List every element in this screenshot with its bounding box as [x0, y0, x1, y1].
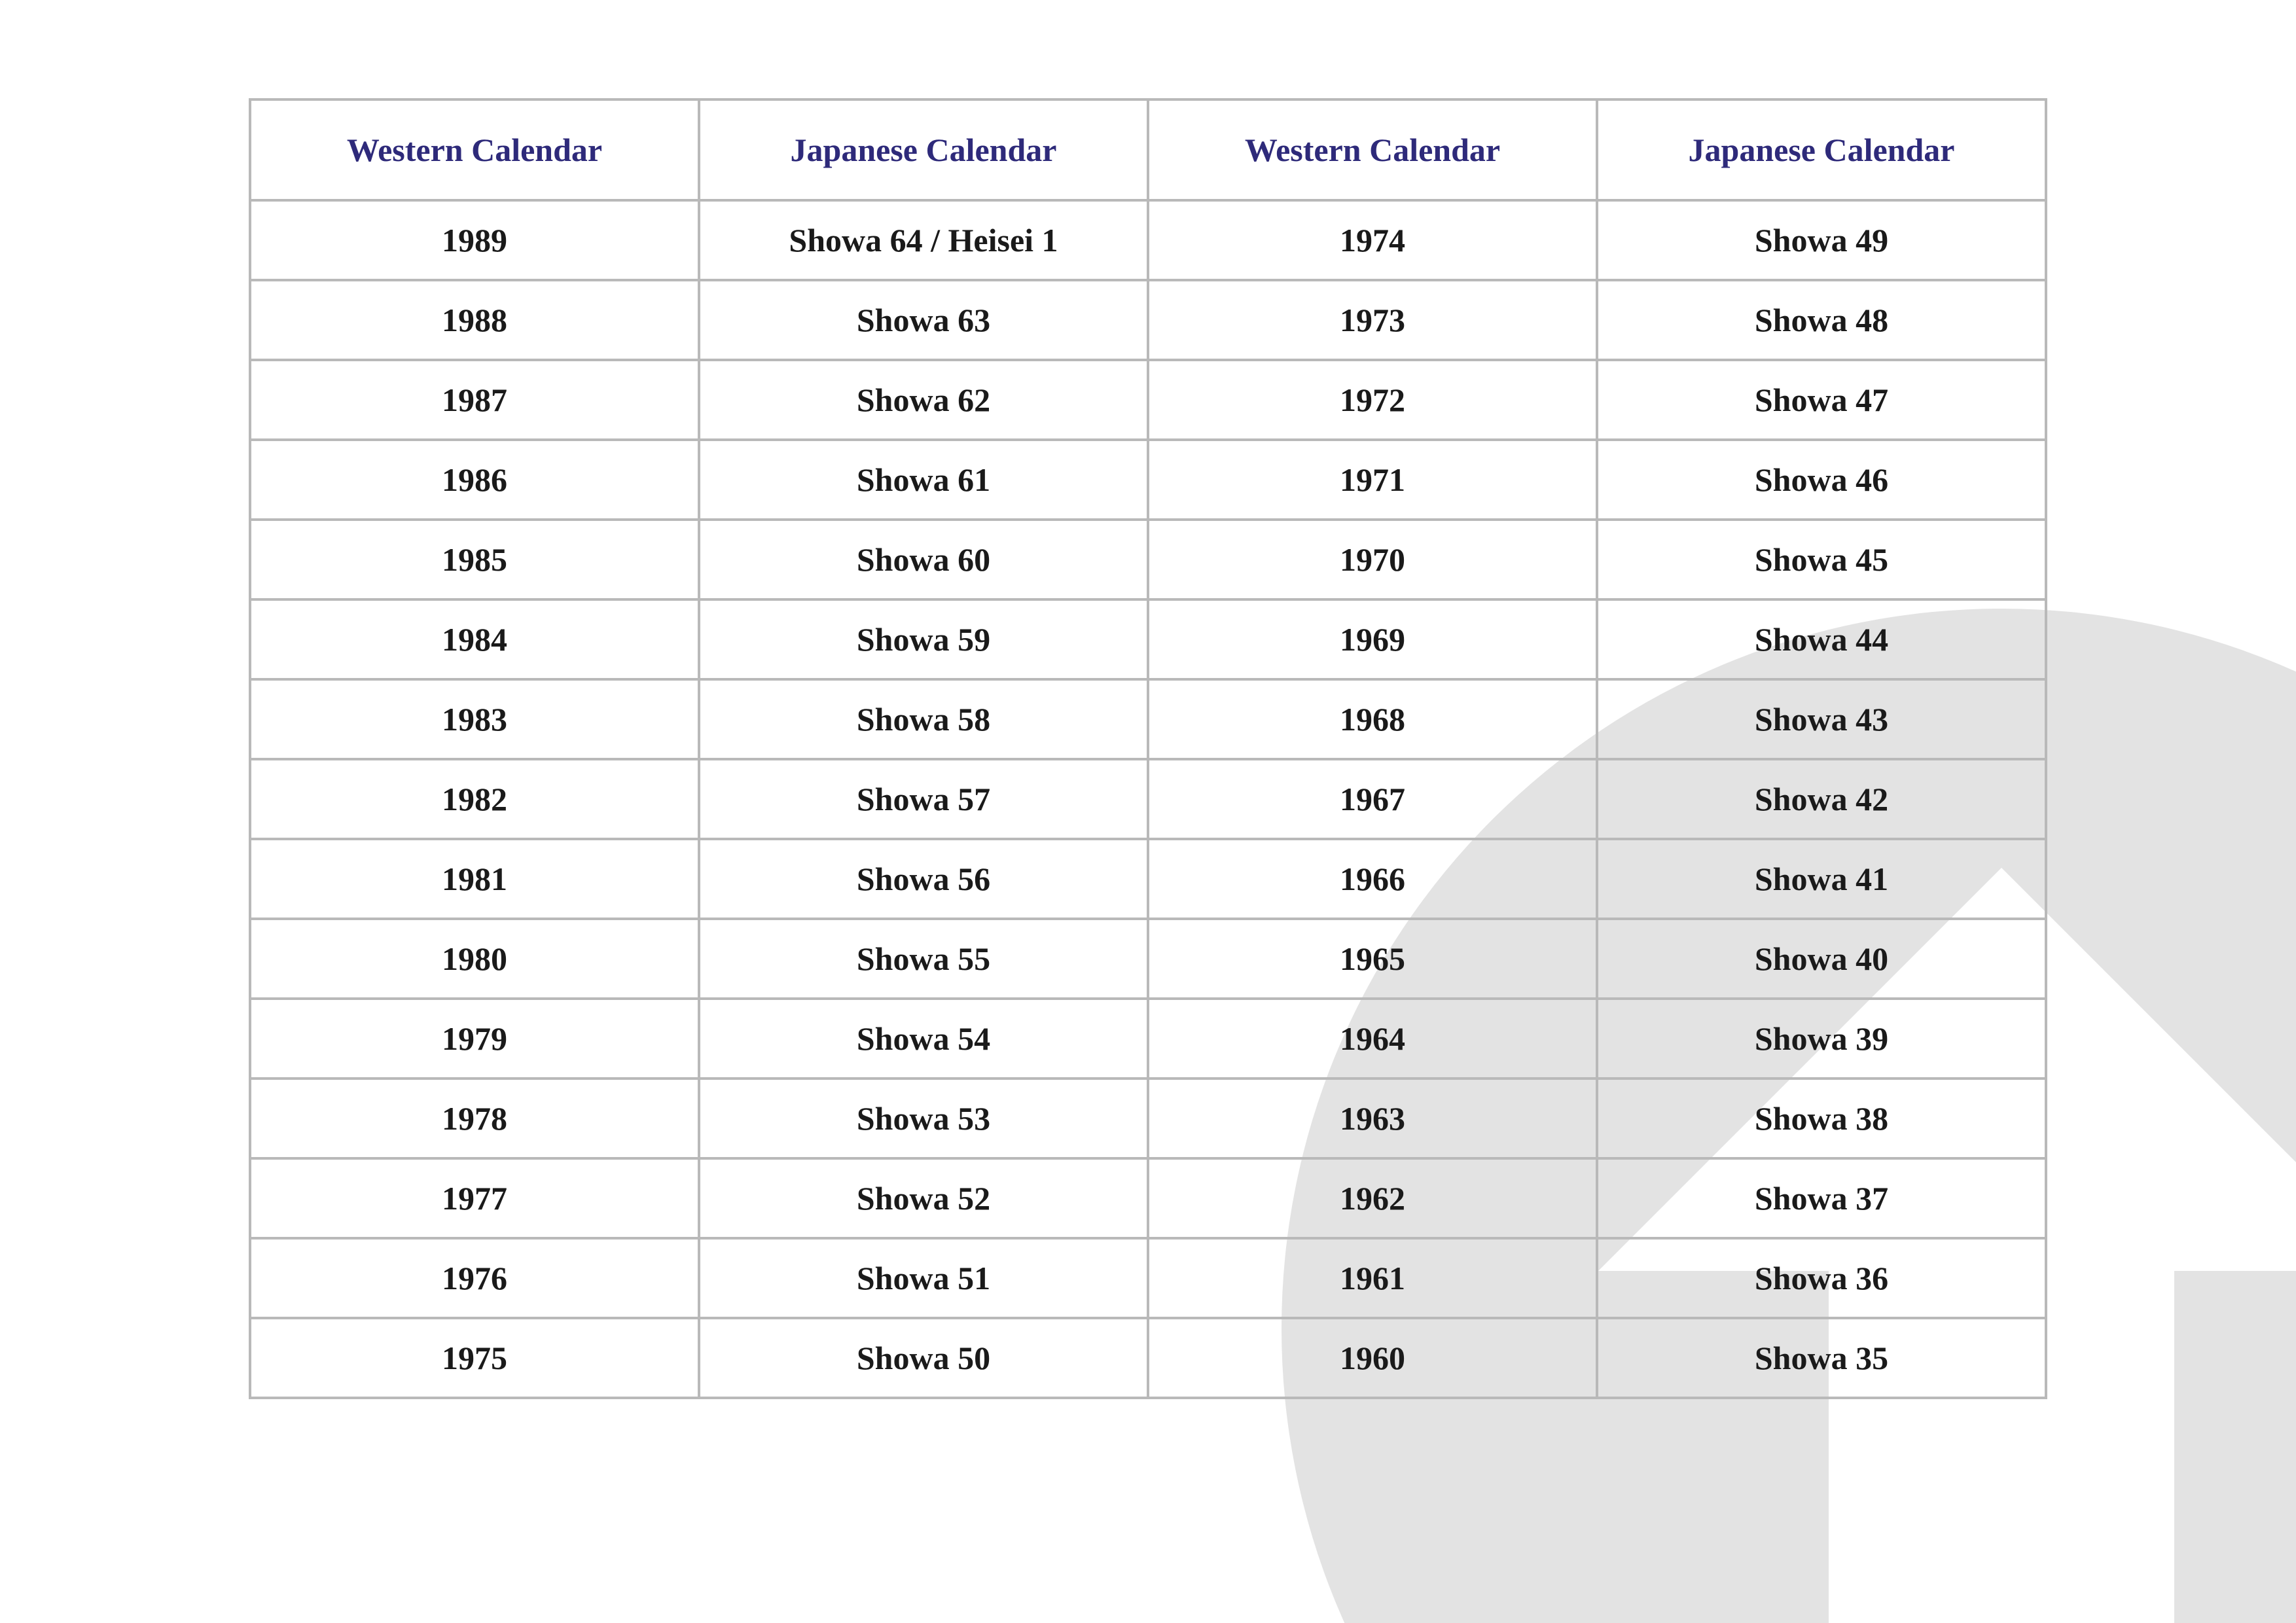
col-header-japanese-2: Japanese Calendar	[1597, 99, 2046, 200]
table-cell: 1986	[250, 440, 699, 520]
table-row: 1986Showa 611971Showa 46	[250, 440, 2046, 520]
col-header-japanese-1: Japanese Calendar	[699, 99, 1148, 200]
table-cell: Showa 40	[1597, 919, 2046, 999]
table-cell: 1965	[1148, 919, 1597, 999]
table-cell: 1987	[250, 360, 699, 440]
table-row: 1978Showa 531963Showa 38	[250, 1079, 2046, 1158]
table-cell: 1978	[250, 1079, 699, 1158]
table-cell: 1973	[1148, 280, 1597, 360]
col-header-western-1: Western Calendar	[250, 99, 699, 200]
table: Western Calendar Japanese Calendar Weste…	[249, 98, 2047, 1399]
table-cell: 1983	[250, 679, 699, 759]
table-cell: Showa 49	[1597, 200, 2046, 280]
table-cell: 1969	[1148, 599, 1597, 679]
table-row: 1984Showa 591969Showa 44	[250, 599, 2046, 679]
table-cell: Showa 44	[1597, 599, 2046, 679]
table-cell: 1976	[250, 1238, 699, 1318]
table-cell: Showa 38	[1597, 1079, 2046, 1158]
table-cell: 1970	[1148, 520, 1597, 599]
table-row: 1975Showa 501960Showa 35	[250, 1318, 2046, 1398]
table-cell: Showa 50	[699, 1318, 1148, 1398]
table-cell: Showa 53	[699, 1079, 1148, 1158]
table-cell: 1962	[1148, 1158, 1597, 1238]
table-cell: 1979	[250, 999, 699, 1079]
table-row: 1981Showa 561966Showa 41	[250, 839, 2046, 919]
table-header-row: Western Calendar Japanese Calendar Weste…	[250, 99, 2046, 200]
calendar-conversion-table: Western Calendar Japanese Calendar Weste…	[249, 98, 2047, 1399]
table-cell: 1968	[1148, 679, 1597, 759]
table-cell: Showa 63	[699, 280, 1148, 360]
table-cell: Showa 61	[699, 440, 1148, 520]
table-cell: Showa 62	[699, 360, 1148, 440]
table-cell: Showa 60	[699, 520, 1148, 599]
table-row: 1985Showa 601970Showa 45	[250, 520, 2046, 599]
table-cell: 1982	[250, 759, 699, 839]
table-row: 1979Showa 541964Showa 39	[250, 999, 2046, 1079]
table-cell: Showa 42	[1597, 759, 2046, 839]
table-cell: 1972	[1148, 360, 1597, 440]
table-row: 1982Showa 571967Showa 42	[250, 759, 2046, 839]
table-cell: 1988	[250, 280, 699, 360]
table-cell: Showa 52	[699, 1158, 1148, 1238]
table-cell: Showa 46	[1597, 440, 2046, 520]
table-cell: 1963	[1148, 1079, 1597, 1158]
table-cell: 1960	[1148, 1318, 1597, 1398]
table-cell: 1975	[250, 1318, 699, 1398]
table-cell: Showa 41	[1597, 839, 2046, 919]
table-cell: Showa 48	[1597, 280, 2046, 360]
table-row: 1988Showa 631973Showa 48	[250, 280, 2046, 360]
table-cell: Showa 47	[1597, 360, 2046, 440]
table-row: 1977Showa 521962Showa 37	[250, 1158, 2046, 1238]
table-cell: 1966	[1148, 839, 1597, 919]
table-cell: 1974	[1148, 200, 1597, 280]
table-cell: Showa 64 / Heisei 1	[699, 200, 1148, 280]
table-cell: 1989	[250, 200, 699, 280]
table-cell: 1977	[250, 1158, 699, 1238]
table-cell: Showa 36	[1597, 1238, 2046, 1318]
table-cell: Showa 56	[699, 839, 1148, 919]
table-row: 1976Showa 511961Showa 36	[250, 1238, 2046, 1318]
table-cell: 1964	[1148, 999, 1597, 1079]
table-cell: Showa 59	[699, 599, 1148, 679]
table-row: 1980Showa 551965Showa 40	[250, 919, 2046, 999]
table-row: 1987Showa 621972Showa 47	[250, 360, 2046, 440]
table-cell: 1961	[1148, 1238, 1597, 1318]
table-cell: 1980	[250, 919, 699, 999]
table-row: 1989Showa 64 / Heisei 11974Showa 49	[250, 200, 2046, 280]
table-cell: 1967	[1148, 759, 1597, 839]
table-cell: Showa 37	[1597, 1158, 2046, 1238]
table-cell: 1971	[1148, 440, 1597, 520]
table-cell: Showa 35	[1597, 1318, 2046, 1398]
col-header-western-2: Western Calendar	[1148, 99, 1597, 200]
table-cell: Showa 43	[1597, 679, 2046, 759]
table-cell: 1984	[250, 599, 699, 679]
table-cell: Showa 55	[699, 919, 1148, 999]
table-cell: Showa 58	[699, 679, 1148, 759]
table-cell: Showa 57	[699, 759, 1148, 839]
table-cell: Showa 39	[1597, 999, 2046, 1079]
table-cell: Showa 54	[699, 999, 1148, 1079]
table-cell: Showa 45	[1597, 520, 2046, 599]
table-cell: 1981	[250, 839, 699, 919]
table-row: 1983Showa 581968Showa 43	[250, 679, 2046, 759]
table-cell: Showa 51	[699, 1238, 1148, 1318]
table-cell: 1985	[250, 520, 699, 599]
